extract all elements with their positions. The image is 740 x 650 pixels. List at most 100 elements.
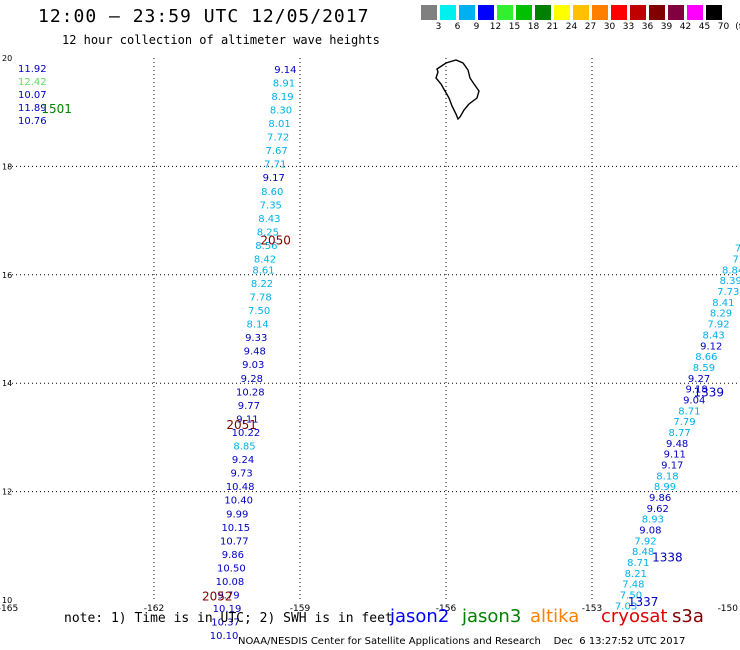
wave-height-value: 9.79 — [217, 591, 239, 602]
wave-height-value: 8.14 — [247, 320, 269, 331]
wave-height-value: 7.92 — [707, 320, 729, 331]
wave-height-value: 9.48 — [666, 439, 688, 450]
wave-height-value: 8.39 — [720, 276, 740, 287]
wave-height-value: 7.78 — [249, 292, 271, 303]
wave-height-value: 10.76 — [18, 116, 47, 127]
wave-height-value: 9.04 — [683, 395, 705, 406]
wave-height-value: 8.77 — [668, 428, 690, 439]
color-scale-label: 39 — [660, 22, 673, 32]
pass-number-label: 1501 — [41, 102, 72, 116]
wave-height-value: 9.27 — [688, 374, 710, 385]
wave-height-value: 8.60 — [261, 187, 283, 198]
color-swatch — [611, 5, 628, 20]
color-swatch — [440, 5, 457, 20]
color-scale-label: 27 — [584, 22, 597, 32]
color-scale-label: 21 — [546, 22, 559, 32]
color-scale-label: 33 — [622, 22, 635, 32]
wave-height-value: 8.85 — [233, 442, 255, 453]
wave-height-value: 8.71 — [627, 558, 649, 569]
wave-height-value: 8.25 — [257, 227, 279, 238]
wave-height-value: 8.41 — [712, 298, 734, 309]
y-tick-label: 16 — [2, 271, 12, 280]
wave-height-value: 10.08 — [216, 577, 245, 588]
wave-height-value: 8.43 — [258, 214, 280, 225]
wave-height-value: 9.33 — [245, 333, 267, 344]
x-tick-label: -159 — [290, 604, 311, 614]
wave-height-value: 9.86 — [649, 493, 671, 504]
y-tick-label: 12 — [2, 488, 12, 497]
y-tick-label: 20 — [2, 54, 12, 63]
wave-height-value: 7.50 — [620, 591, 642, 602]
wave-height-value: 9.11 — [664, 450, 686, 461]
satellite-jason3: jason3 — [462, 606, 522, 627]
wave-height-value: 8.99 — [654, 482, 676, 493]
wave-height-value: 10.48 — [226, 482, 255, 493]
color-scale-label: 9 — [473, 22, 480, 32]
wave-height-value: 9.12 — [700, 341, 722, 352]
wave-height-value: 10.28 — [236, 387, 265, 398]
color-swatch — [554, 5, 571, 20]
wave-height-value: 9.48 — [244, 347, 266, 358]
color-swatch — [535, 5, 552, 20]
color-swatch — [573, 5, 590, 20]
wave-height-value: 9.28 — [241, 374, 263, 385]
wave-height-value: 9.73 — [230, 469, 252, 480]
wave-height-value: 10.19 — [213, 604, 242, 615]
color-swatch — [478, 5, 495, 20]
wave-height-value: 9.14 — [274, 65, 296, 76]
axis-tick-labels: -165 -162 -159 -156 -153 -150 10 12 14 16 18 20 — [0, 54, 738, 614]
color-swatch — [668, 5, 685, 20]
wave-height-value: 10.15 — [221, 523, 250, 534]
color-swatch — [516, 5, 533, 20]
y-tick-label: 14 — [2, 379, 12, 388]
wave-height-value: 10.37 — [211, 618, 240, 629]
wave-height-value: 7.92 — [634, 536, 656, 547]
wave-height-value: 9.86 — [222, 550, 244, 561]
wave-height-value: 8.01 — [268, 119, 290, 130]
chart-title: 12:00 — 23:59 UTC 12/05/2017 — [38, 6, 370, 27]
wave-height-value: 7.71 — [264, 160, 286, 171]
color-scale-label: 45 — [698, 22, 711, 32]
wave-height-value: 8.84 — [722, 265, 740, 276]
color-swatch — [630, 5, 647, 20]
wave-height-value: 7.79 — [673, 417, 695, 428]
wave-height-value: 8.22 — [251, 279, 273, 290]
wave-height-value: 8.42 — [254, 255, 276, 266]
wave-height-value: 7.67 — [266, 146, 288, 157]
wave-height-value: 8.66 — [695, 352, 717, 363]
hawaii-island-outline — [435, 59, 480, 121]
color-swatch — [421, 5, 438, 20]
y-tick-label: 18 — [2, 162, 12, 171]
footnote: note: 1) Time is in UTC; 2) SWH is in fe… — [64, 611, 393, 626]
x-tick-label: -162 — [144, 604, 164, 614]
wave-height-value: 9.99 — [226, 509, 248, 520]
wave-height-value: 7.35 — [260, 200, 282, 211]
x-tick-label: -165 — [0, 604, 18, 614]
chart-subtitle: 12 hour collection of altimeter wave hei… — [62, 33, 380, 47]
wave-height-value: 11.92 — [18, 64, 47, 75]
wave-height-value: 7.03 — [615, 601, 637, 612]
pass-number-label: 2050 — [260, 234, 291, 248]
pass-number-label: 1339 — [694, 385, 725, 399]
color-scale-label: 6 — [454, 22, 461, 32]
wave-height-points: 9.14 8.91 8.19 8.30 8.01 7.72 7.67 7.71 9.17 8.60… — [18, 64, 740, 642]
wave-height-value: 8.30 — [270, 105, 292, 116]
wave-height-value: 8.56 — [255, 241, 277, 252]
wave-height-value: 9.08 — [639, 526, 661, 537]
color-scale-label: 36 — [641, 22, 654, 32]
color-swatch — [649, 5, 666, 20]
wave-height-value: 10.77 — [220, 536, 249, 547]
wave-height-value: 9.18 — [686, 385, 708, 396]
wave-height-value: 7.73 — [717, 287, 739, 298]
wave-height-value: 10.07 — [18, 90, 47, 101]
wave-height-value: 8.61 — [252, 265, 274, 276]
satellite-jason2: jason2 — [390, 606, 450, 627]
wave-height-value: 8.21 — [625, 569, 647, 580]
wave-height-value: 8.91 — [273, 78, 295, 89]
color-scale-label: 12 — [489, 22, 502, 32]
wave-height-value: 9.17 — [263, 173, 285, 184]
wave-height-value: 9.62 — [647, 504, 669, 515]
wave-height-value: 11.89 — [18, 103, 47, 114]
wave-height-value: 8.93 — [642, 515, 664, 526]
color-swatch — [497, 5, 514, 20]
